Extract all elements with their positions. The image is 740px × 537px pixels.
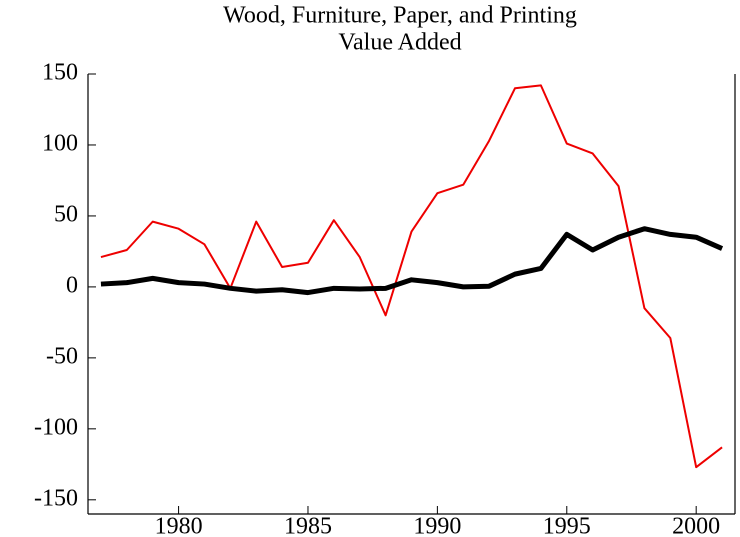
x-tick-label: 1995 (543, 514, 591, 537)
x-tick-label: 1985 (284, 514, 332, 537)
y-tick-label: 100 (42, 130, 78, 156)
chart-subtitle: Value Added (338, 30, 461, 56)
series-line (100, 84, 723, 469)
series-line (100, 226, 724, 296)
y-tick-label: -50 (46, 343, 78, 369)
x-tick-label: 1980 (155, 514, 203, 537)
y-tick-label: -100 (34, 414, 78, 440)
x-tick-label: 2000 (672, 514, 720, 537)
y-tick-label: -150 (34, 485, 78, 511)
chart-title: Wood, Furniture, Paper, and Printing (223, 3, 577, 29)
y-tick-label: 50 (54, 201, 78, 227)
y-tick-label: 0 (66, 272, 78, 298)
y-tick-label: 150 (42, 60, 78, 86)
x-tick-label: 1990 (413, 514, 461, 537)
